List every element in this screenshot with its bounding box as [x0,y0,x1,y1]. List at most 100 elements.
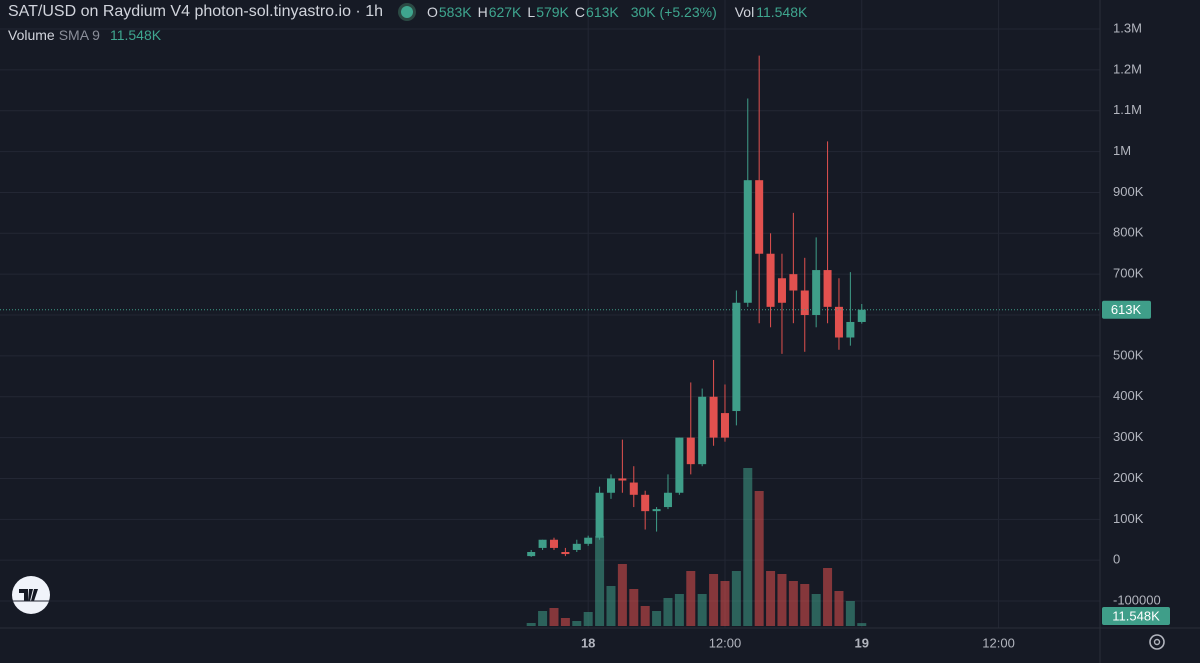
ohlc-key: C [574,4,586,20]
indicator-row: Volume SMA 9 11.548K [8,26,165,44]
status-dot[interactable] [400,6,413,18]
candle-body [618,478,627,481]
candle-body [789,274,798,291]
volume-bar [720,581,730,626]
candle-body [686,437,695,465]
volume-bar [663,598,673,626]
candle-body [777,278,786,303]
legend-row: SAT/USD on Raydium V4 photon-sol.tinyast… [8,2,811,22]
volume-bar [754,491,764,626]
candle-body [698,396,707,465]
y-tick-label: 500K [1113,347,1144,362]
volume-bar [834,591,844,626]
y-tick-label: 700K [1113,266,1144,281]
candle-body [823,270,832,307]
change: 30K (+5.23%) [630,4,717,20]
volume-bar [857,623,867,626]
candle-body [743,180,752,303]
x-tick-label: 12:00 [982,635,1015,650]
volume-bar [674,594,684,626]
candle-body [857,309,866,322]
volume-bar [606,586,616,626]
candle-body [527,552,536,557]
y-tick-label: 100K [1113,511,1144,526]
candle-body [549,539,558,548]
candle-body [641,494,650,512]
y-tick-label: 300K [1113,429,1144,444]
volume-bar [629,589,639,626]
settings-icon-center [1153,638,1161,646]
volume-bar [652,611,662,626]
volume-bar [823,568,833,626]
price-label: 613K [1111,302,1142,317]
ohlc-value: 613K [586,4,619,20]
volume-bar [731,571,741,626]
volume-label: 11.548K [1112,608,1160,623]
candle-body [561,552,570,555]
candle-body [663,492,672,508]
candle-body [652,509,661,512]
volume-bar [845,601,855,626]
y-tick-label: 200K [1113,470,1144,485]
volume-bar [800,584,810,626]
volume-bar [526,623,536,626]
candle-body [675,437,684,493]
volume-bar [549,608,559,626]
volume-bar [560,618,570,626]
volume-bar [697,594,707,626]
ohlc-value: 627K [488,4,522,20]
tv-logo-mark [19,589,38,601]
settings-icon[interactable] [1149,634,1165,650]
y-tick-label: 1.3M [1113,20,1142,35]
volume-bar [743,468,753,626]
volume-label-bg [1102,607,1170,625]
candle-body [606,478,615,493]
x-tick-label: 18 [581,635,595,650]
indicator-params: SMA 9 [58,27,100,43]
candle-body [595,492,604,538]
candle-body [629,482,638,495]
candle-body [732,302,741,412]
x-tick-label: 19 [855,635,869,650]
volume-bar [617,564,627,626]
volume-bar [595,536,605,626]
chart-title: SAT/USD on Raydium V4 photon-sol.tinyast… [8,3,383,20]
ohlc-value: 583K [438,4,472,20]
candle-body [800,290,809,316]
y-tick-label: 800K [1113,225,1144,240]
candle-body [846,321,855,338]
candle-body [834,306,843,338]
volume-bar [640,606,650,626]
vol-key: Vol [734,4,755,20]
candle-body [755,180,764,254]
candle-body [766,253,775,307]
volume-bar [777,574,787,626]
volume-bar [686,571,696,626]
y-tick-label: 0 [1113,552,1120,567]
ohlc-key: O [426,4,438,20]
indicator-name: Volume [8,27,55,43]
volume-bar [583,612,593,626]
ohlc-key: H [477,4,488,20]
y-tick-label: 900K [1113,184,1144,199]
indicator-value: 11.548K [109,27,162,43]
y-tick-label: 1.1M [1113,102,1142,117]
y-tick-label: -100000 [1113,592,1161,607]
vol-value: 11.548K [756,4,808,20]
y-tick-label: 400K [1113,388,1144,403]
candle-body [538,539,547,548]
price-label-bg [1102,300,1151,319]
candle-body [812,270,821,316]
candle-body [572,543,581,550]
candle-body [720,413,729,438]
candle-body [709,396,718,438]
ohlc-key: L [527,4,536,20]
ohlc-legend: O 583K H 627K L 579K C 613K [427,4,625,20]
volume-bar [572,621,582,626]
ohlc-value: 579K [536,4,569,20]
candle-body [584,537,593,544]
volume-bar [788,581,798,626]
y-tick-label: 1.2M [1113,61,1142,76]
